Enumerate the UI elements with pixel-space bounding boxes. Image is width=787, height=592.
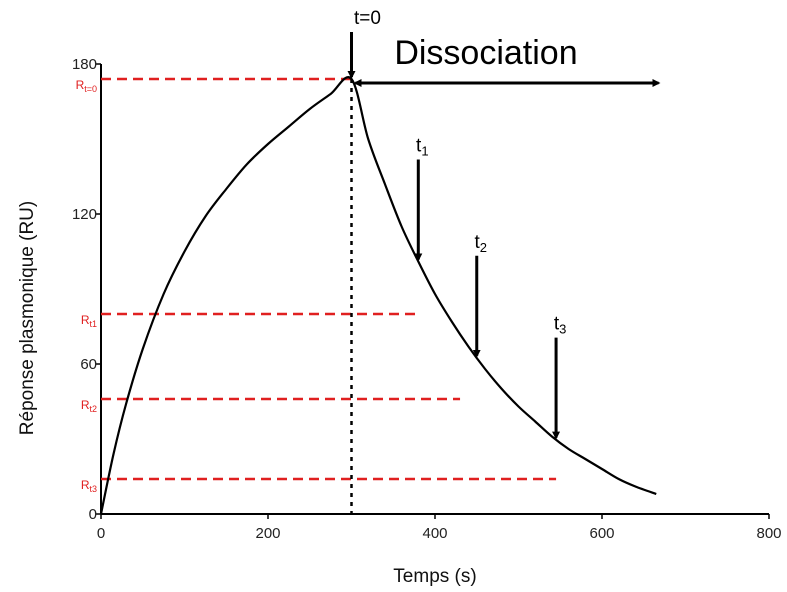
y-tick-label: 180 xyxy=(72,56,97,73)
annotations: t=0 Dissociation t1 t2 t3 xyxy=(347,8,661,440)
dissociation-label: Dissociation xyxy=(394,34,577,72)
x-tick-label: 800 xyxy=(756,525,781,542)
y-tick-label: 60 xyxy=(80,356,97,373)
reference-lines: Rt=0 Rt1 Rt2 Rt3 xyxy=(76,77,557,514)
time-marker-label: t2 xyxy=(474,232,487,255)
response-curve xyxy=(99,76,657,515)
x-tick-label: 600 xyxy=(589,525,614,542)
time-marker-label: t1 xyxy=(416,136,429,159)
y-tick-label: 120 xyxy=(72,206,97,223)
time-marker-label: t3 xyxy=(554,314,567,337)
y-tick-label: 0 xyxy=(89,506,97,523)
reference-label: Rt2 xyxy=(81,398,97,414)
x-tick-label: 200 xyxy=(255,525,280,542)
reference-label: Rt=0 xyxy=(76,78,97,94)
reference-label: Rt3 xyxy=(81,478,97,494)
x-axis-title: Temps (s) xyxy=(393,566,476,587)
y-axis-title: Réponse plasmonique (RU) xyxy=(17,201,38,435)
t0-label: t=0 xyxy=(354,8,381,29)
x-tick-label: 400 xyxy=(422,525,447,542)
axes: 0 200 400 600 800 0 60 120 180 xyxy=(72,56,782,542)
x-tick-label: 0 xyxy=(97,525,105,542)
curve-layer xyxy=(99,76,657,515)
reference-label: Rt1 xyxy=(81,313,97,329)
